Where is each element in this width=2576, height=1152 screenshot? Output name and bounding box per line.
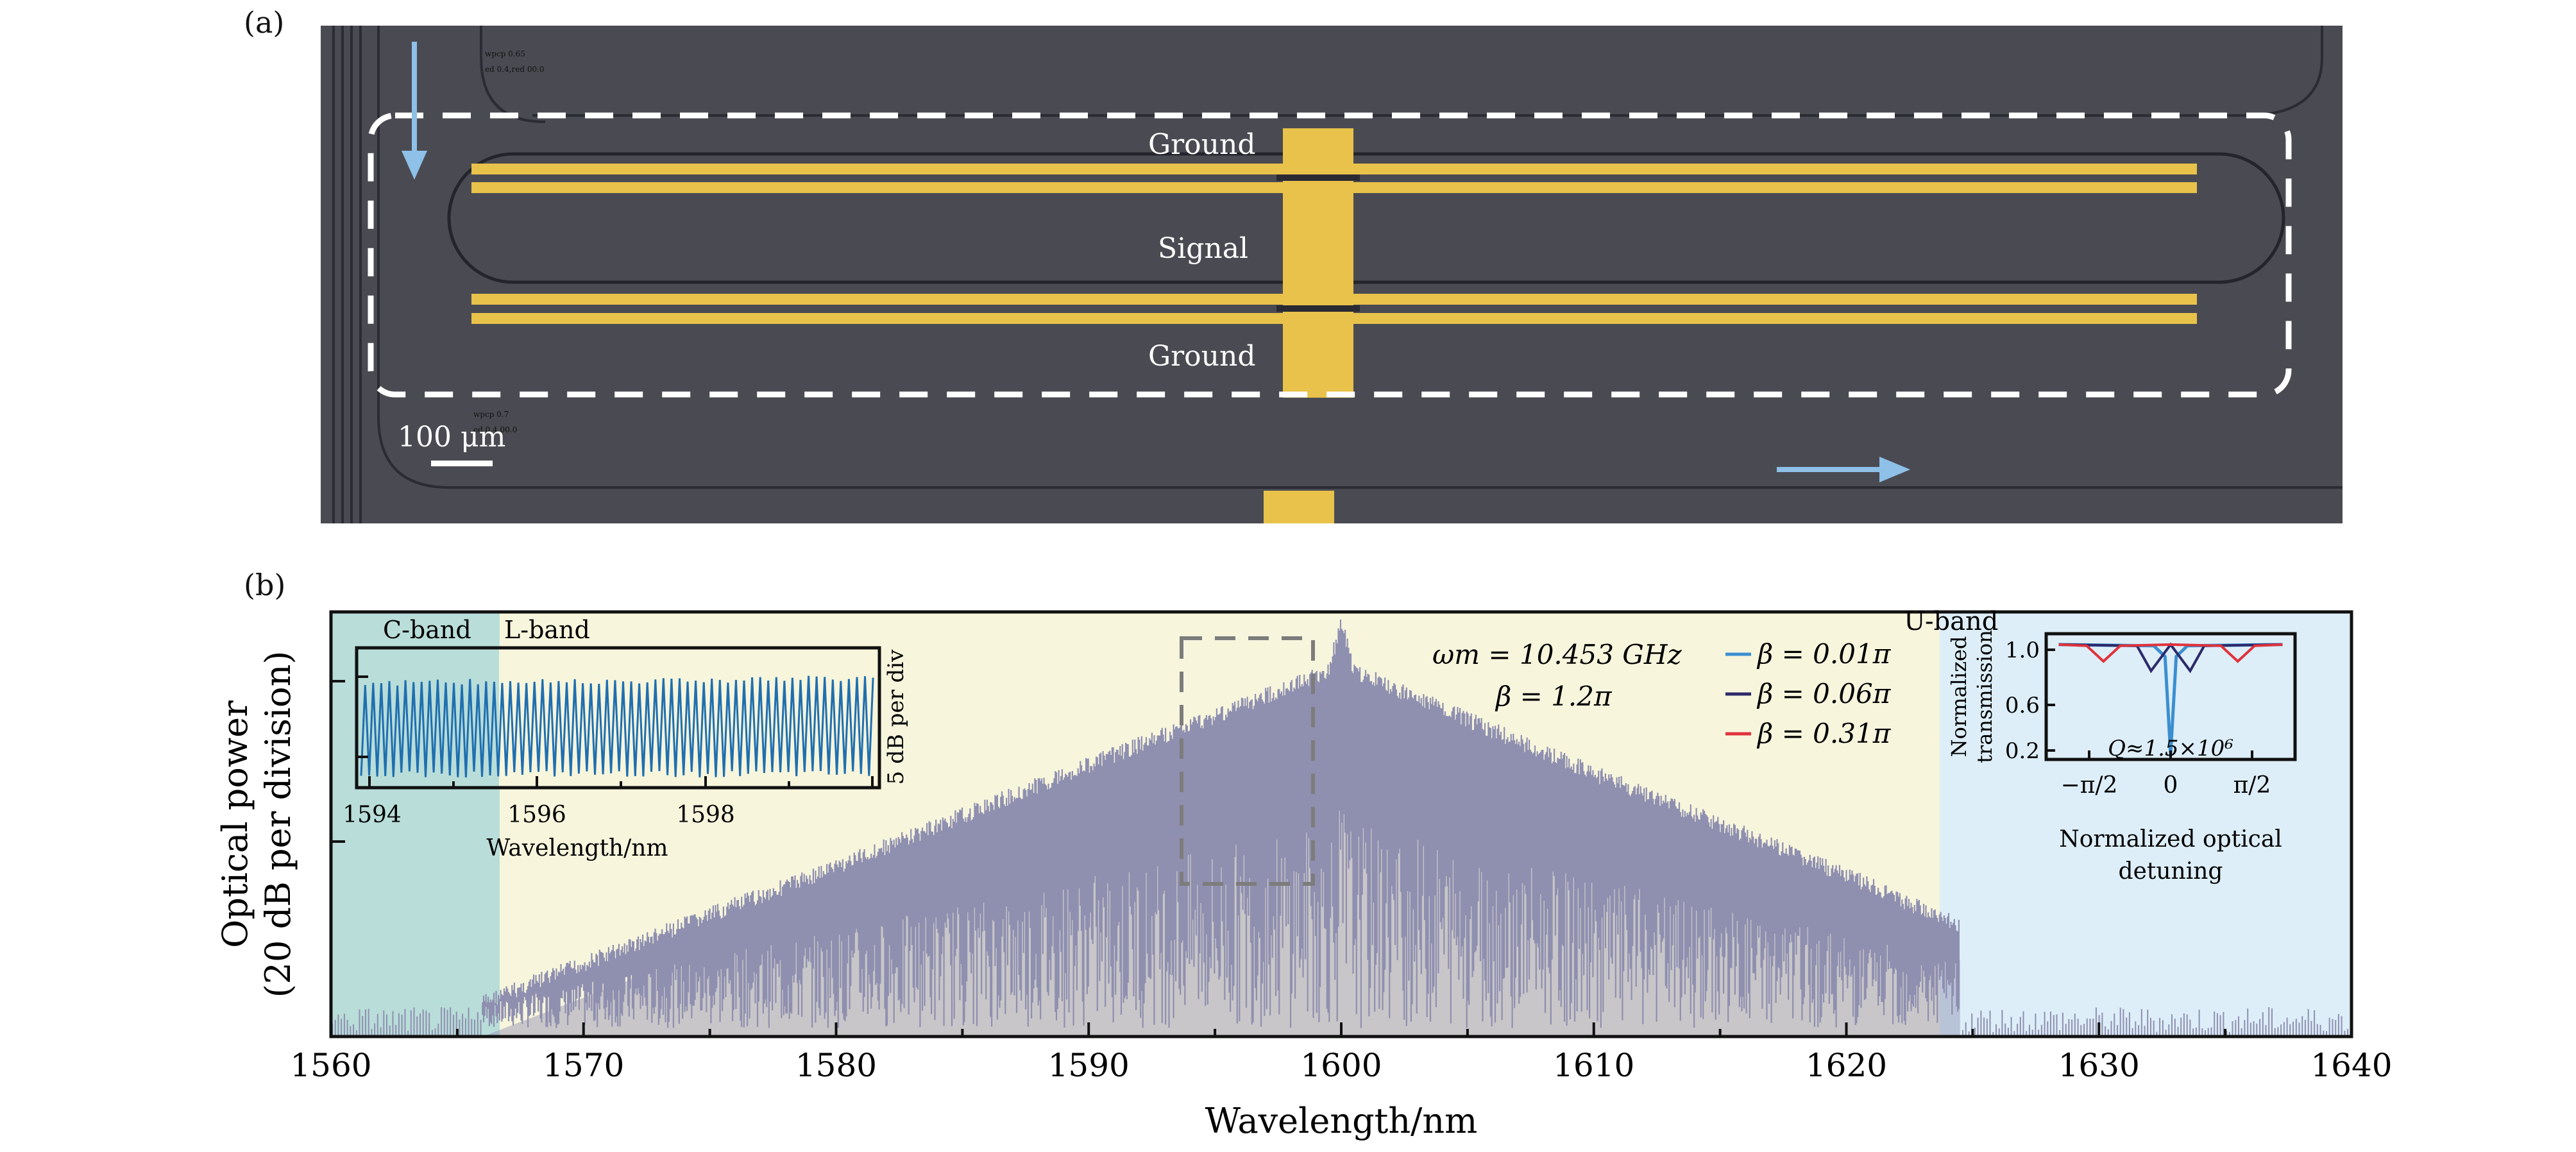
mask-text: wpcp 0.7 [473,410,509,419]
transmission-curve [2058,643,2283,663]
scale-bar [431,461,493,466]
scale-bar-label: 100 μm [398,421,505,453]
racetrack-resonator [447,152,2285,284]
comb-lines [482,620,1960,1028]
legend-label: β = 0.06π [1756,678,1892,709]
u-band-label: U-band [1904,607,1998,636]
x-tick-label: 1630 [2058,1047,2140,1084]
legend-label: β = 0.31π [1756,718,1892,749]
x-tick-label: 1600 [1300,1047,1382,1084]
inset-x-label: detuning [2119,858,2223,885]
inset-y-label: transmission [1972,630,1997,763]
x-tick-label: 1590 [1048,1047,1130,1084]
l-band-label: L-band [504,616,590,644]
x-axis-label: Wavelength/nm [1205,1101,1478,1141]
inset-y-tick: 0.6 [2005,693,2040,718]
inset-y-tick: 0.2 [2005,738,2040,764]
highlight-box [368,112,2292,398]
x-tick-label: 1570 [543,1047,624,1084]
inset-x-tick: 1596 [507,802,566,828]
inset-x-tick: 1594 [343,802,402,828]
y-axis-label-line1: Optical power [215,700,255,948]
inset-x-tick: π/2 [2233,772,2271,799]
left-inset: 1594 1596 1598 Wavelength/nm 5 dB per di… [343,646,909,861]
omega-annotation: ωm = 10.453 GHz [1432,639,1682,670]
inset-comb-trace [360,675,874,777]
inset-y-label: 5 dB per div [883,649,909,785]
inset-x-label: Normalized optical [2059,826,2282,852]
mask-text: wpcp 0.65 [485,49,525,58]
inset-y-tick: 1.0 [2005,638,2040,663]
x-tick-label: 1620 [1806,1047,1887,1084]
output-arrow-icon [1777,457,1910,482]
inset-x-tick: 0 [2164,772,2178,799]
x-tick-label: 1560 [290,1047,371,1084]
micrograph: wpcp 0.65 ed 0.4,red 00.0 wpcp 0.7 ed 0.… [321,26,2343,523]
x-tick-label: 1640 [2310,1047,2392,1084]
panel-a-label: (a) [244,5,285,40]
c-band-label: C-band [383,616,471,644]
y-axis-label-line2: (20 dB per division) [258,651,298,998]
legend-label: β = 0.01π [1756,638,1892,670]
q-annotation: Q≈1.5×10⁶ [2108,736,2233,761]
legend: β = 0.01π β = 0.06π β = 0.31π [1725,638,1892,749]
inset-x-label: Wavelength/nm [486,835,668,861]
inset-x-tick: −π/2 [2061,772,2118,799]
label-ground-bottom: Ground [1148,340,1256,373]
inset-x-tick: 1598 [676,802,735,828]
x-axis: 1560 1570 1580 1590 1600 1610 1620 1630 1640 [290,1022,2393,1084]
panel-b-label: (b) [244,568,286,602]
mask-text: ed 0.4,red 00.0 [485,65,545,74]
spectrum-chart: 1560 1570 1580 1590 1600 1610 1620 1630 1640 Wav… [215,607,2393,1141]
right-inset: 1.0 0.6 0.2 −π/2 0 π/2 Q≈1.5×10⁶ Normali… [1947,630,2297,885]
inset-y-label: Normalized [1947,636,1971,758]
x-tick-label: 1580 [795,1047,877,1084]
label-ground-top: Ground [1148,128,1256,161]
label-signal: Signal [1158,232,1248,265]
zoom-box [1180,636,1315,886]
mask-text: ed 0.4 00.0 [473,425,517,434]
beta-annotation: β = 1.2π [1495,681,1613,712]
input-arrow-icon [402,42,427,180]
electrodes [471,128,2197,523]
x-tick-label: 1610 [1553,1047,1634,1084]
